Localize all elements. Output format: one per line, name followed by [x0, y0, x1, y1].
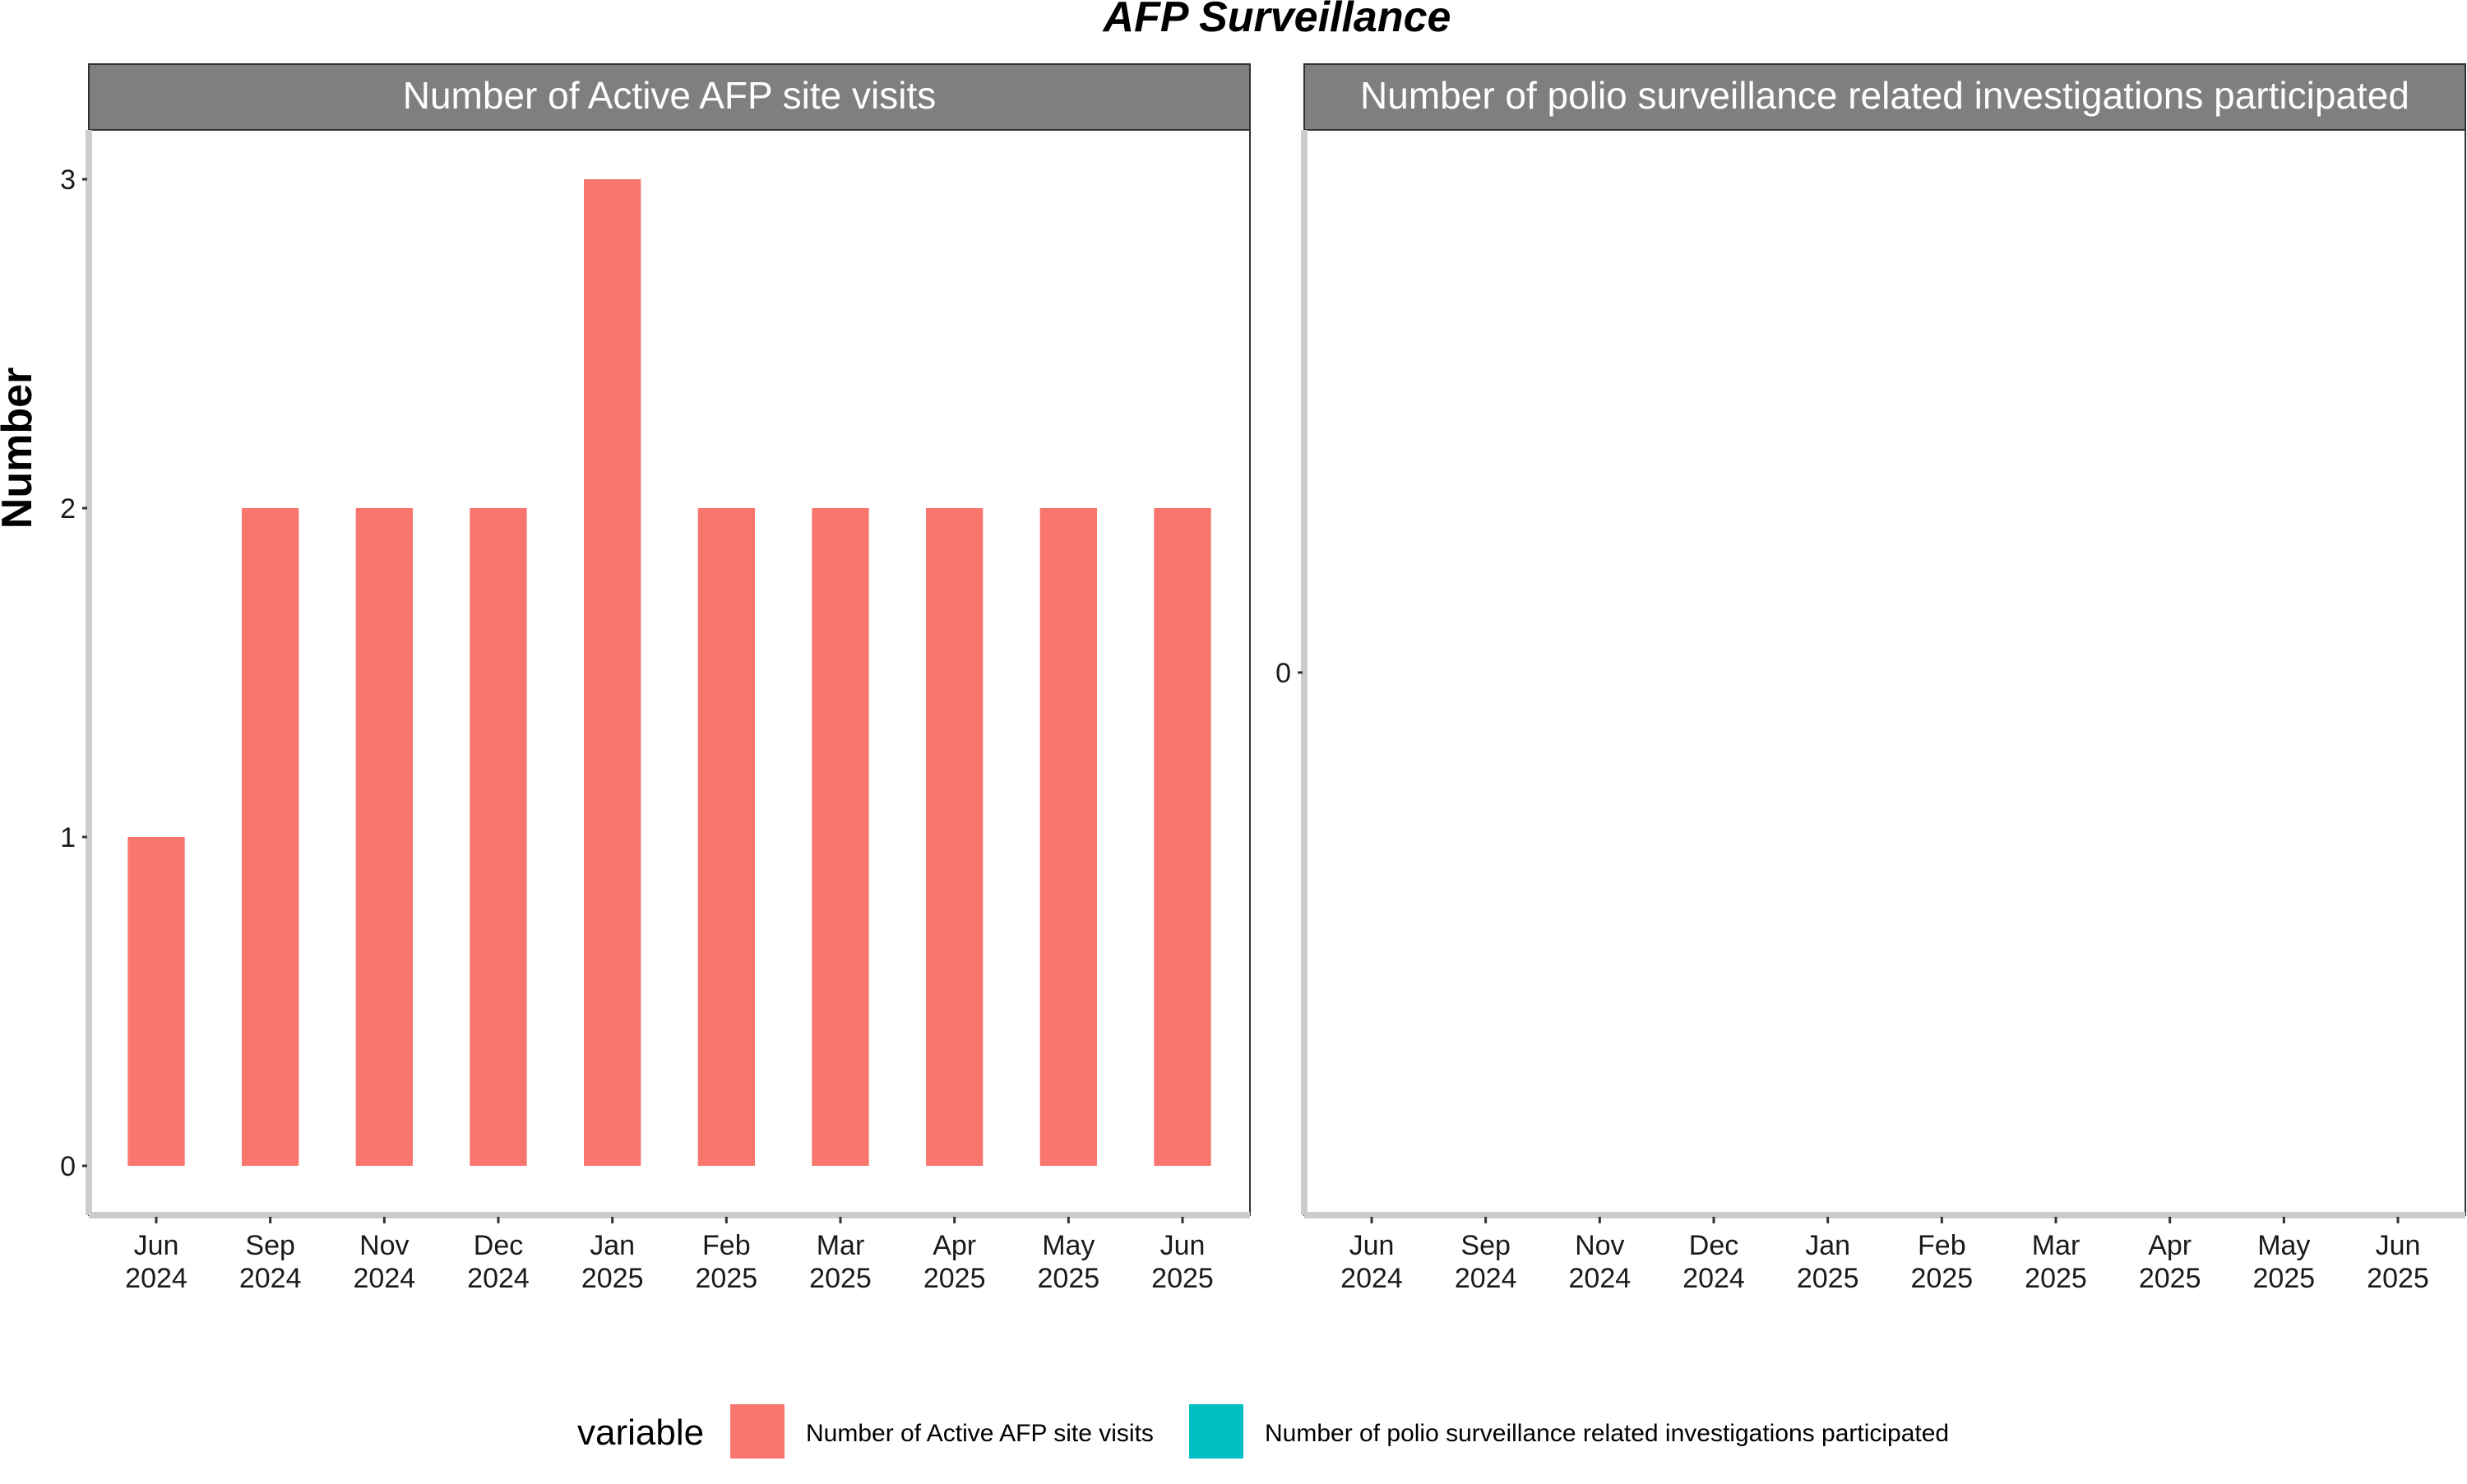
panel-1: Number of Active AFP site visits 0 1 2 3 Ju…: [60, 63, 1251, 1294]
panel-1-strip: [88, 63, 1251, 131]
bar-1-nov-2024: [355, 508, 413, 1166]
bar-1-jan-2025: [584, 179, 641, 1166]
bar-1-mar-2025: [812, 508, 869, 1166]
panel-1-y-ticks: 0 1 2 3: [60, 164, 87, 1182]
x-tick-label: Nov 2024: [354, 1230, 416, 1294]
legend-title: variable: [577, 1412, 704, 1453]
x-tick-label: Sep 2024: [1455, 1230, 1517, 1294]
panel-1-strip-label: Number of Active AFP site visits: [403, 74, 937, 117]
panel-2: Number of polio surveillance related inv…: [1275, 63, 2466, 1294]
x-tick-label: Apr 2025: [2139, 1230, 2201, 1294]
chart-title: AFP Surveillance: [1102, 0, 1451, 41]
x-tick-label: Jan 2025: [1797, 1230, 1859, 1294]
x-tick-label: May 2025: [2253, 1230, 2316, 1294]
x-tick-label: Mar 2025: [2025, 1230, 2087, 1294]
legend: variable Number of Active AFP site visit…: [577, 1404, 1949, 1459]
y-axis-title: Number: [0, 368, 41, 529]
legend-label-1: Number of Active AFP site visits: [806, 1420, 1154, 1447]
bar-1-dec-2024: [470, 508, 527, 1166]
x-tick-label: Jun 2024: [1340, 1230, 1403, 1294]
panel-2-y-ticks: 0: [1275, 658, 1303, 689]
legend-key-2: [1189, 1404, 1243, 1459]
panel-1-bars: [127, 179, 1211, 1166]
x-tick-label: May 2025: [1038, 1230, 1100, 1294]
legend-label-2: Number of polio surveillance related inv…: [1265, 1420, 1949, 1447]
panel-2-strip: [1303, 63, 2466, 131]
y-tick-label: 3: [60, 164, 76, 196]
x-tick-label: Dec 2024: [467, 1230, 530, 1294]
x-tick-label: Sep 2024: [239, 1230, 302, 1294]
panel-2-strip-label: Number of polio surveillance related inv…: [1360, 74, 2409, 117]
x-tick-label: Jan 2025: [581, 1230, 644, 1294]
bar-1-apr-2025: [926, 508, 984, 1166]
x-tick-label: Feb 2025: [696, 1230, 758, 1294]
panel-2-x-ticks: Jun 2024 Sep 2024 Nov 2024 Dec 2024 Jan 2025 Feb 20…: [1340, 1217, 2429, 1294]
bar-1-may-2025: [1039, 508, 1097, 1166]
y-tick-label: 2: [60, 493, 76, 525]
x-tick-label: Jun 2025: [2367, 1230, 2429, 1294]
x-tick-label: Feb 2025: [1911, 1230, 1974, 1294]
bar-1-jun-2025: [1154, 508, 1211, 1166]
y-tick-label: 0: [1275, 658, 1291, 689]
panel-1-x-ticks: Jun 2024 Sep 2024 Nov 2024 Dec 2024 Jan 2025 Feb 20…: [125, 1217, 1214, 1294]
y-tick-label: 1: [60, 822, 76, 853]
bar-1-feb-2025: [697, 508, 755, 1166]
bar-1-sep-2024: [242, 508, 299, 1166]
x-tick-label: Jun 2025: [1151, 1230, 1214, 1294]
x-tick-label: Mar 2025: [809, 1230, 872, 1294]
y-tick-label: 0: [60, 1151, 76, 1182]
bar-1-jun-2024: [127, 837, 185, 1166]
x-tick-label: Nov 2024: [1569, 1230, 1632, 1294]
x-tick-label: Dec 2024: [1682, 1230, 1745, 1294]
x-tick-label: Jun 2024: [125, 1230, 187, 1294]
x-tick-label: Apr 2025: [923, 1230, 986, 1294]
legend-key-1: [730, 1404, 785, 1459]
